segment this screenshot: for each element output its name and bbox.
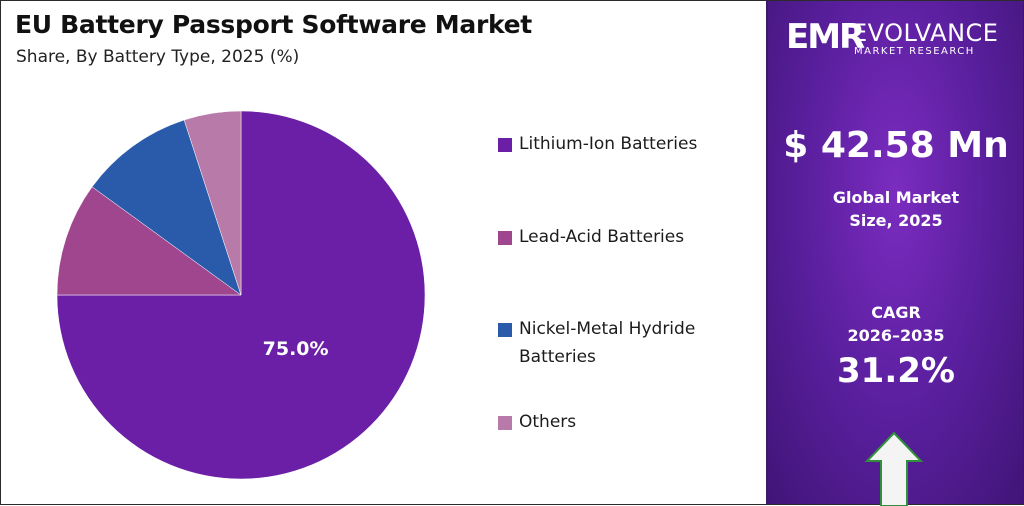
legend-item-others: Others (498, 412, 729, 436)
pie-slice-others (183, 110, 242, 296)
logo-name: EVOLVANCE (852, 19, 999, 47)
legend-item-nickel-metal-hydride: Nickel-Metal Hydride Batteries (498, 319, 729, 371)
legend-swatch (498, 416, 512, 430)
market-caption-line1: Global Market (832, 188, 960, 207)
pie-chart: 75.0% (56, 110, 426, 480)
legend-item-lithium-ion: Lithium-Ion Batteries (498, 134, 729, 158)
market-value: $ 42.58 Mn (783, 125, 1009, 166)
logo-mark: EMR (786, 17, 865, 57)
legend-item-lead-acid: Lead-Acid Batteries (498, 227, 729, 251)
legend-swatch (498, 323, 512, 337)
chart-subtitle: Share, By Battery Type, 2025 (%) (16, 47, 300, 67)
legend-label: Lithium-Ion Batteries (519, 134, 698, 154)
legend-label: Others (519, 412, 577, 432)
company-logo: EMR EVOLVANCE MARKET RESEARCH (786, 15, 1022, 59)
pie-slice-lead-acid-batteries (56, 186, 242, 296)
legend-label: Lead-Acid Batteries (519, 227, 685, 247)
cagr-period: 2026–2035 (847, 326, 945, 345)
pie-data-label: 75.0% (263, 338, 329, 360)
cagr-label: CAGR (871, 303, 921, 322)
legend-swatch (498, 138, 512, 152)
cagr-value: 31.2% (837, 351, 955, 391)
legend-label: Nickel-Metal Hydride Batteries (519, 319, 696, 367)
stats-panel: EMR EVOLVANCE MARKET RESEARCH $ 42.58 Mn… (766, 0, 1024, 506)
pie-slice-nickel-metal-hydride-batteries (91, 119, 242, 296)
chart-title: EU Battery Passport Software Market (15, 10, 532, 39)
up-arrow-icon (864, 431, 924, 506)
logo-subtitle: MARKET RESEARCH (854, 46, 975, 57)
market-caption-line2: Size, 2025 (849, 211, 943, 230)
legend-swatch (498, 231, 512, 245)
pie-slice-lithium-ion-batteries (56, 110, 426, 480)
